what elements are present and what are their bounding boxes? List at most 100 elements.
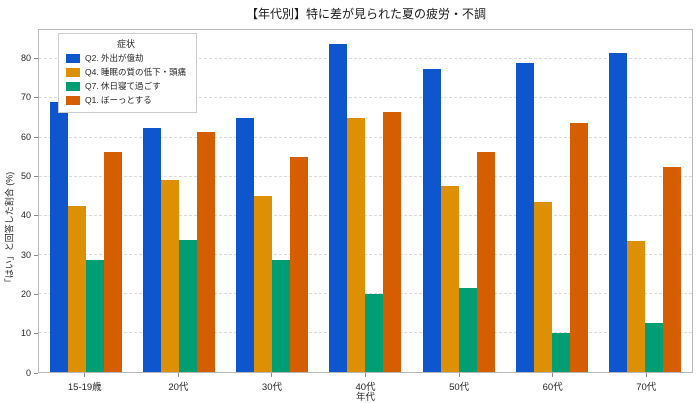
x-tick-mark xyxy=(552,373,554,377)
x-tick: 40代 xyxy=(319,373,413,393)
legend-item-label: Q2. 外出が億劫 xyxy=(85,53,144,63)
y-tick-label: 80 xyxy=(20,53,31,63)
y-tick-mark xyxy=(34,215,38,217)
x-tick-mark xyxy=(271,373,273,377)
y-tick-label: 10 xyxy=(20,328,31,339)
bar xyxy=(645,323,664,372)
legend-item: Q1. ぼーっとする xyxy=(66,94,186,106)
bar xyxy=(272,260,291,372)
bar xyxy=(516,63,535,372)
bar-group-60代 xyxy=(505,30,598,372)
legend-swatch xyxy=(66,95,80,105)
bar-group-30代 xyxy=(226,30,319,372)
y-tick-mark xyxy=(34,136,38,138)
y-tick-label: 0 xyxy=(25,367,31,378)
plot-area: 症状 Q2. 外出が億劫 Q4. 睡眠の質の低下・頭痛 Q7. 休日寝て過ごす Q1.… xyxy=(38,29,693,373)
bar xyxy=(663,166,682,372)
x-tick-mark xyxy=(645,373,647,377)
y-tick-mark xyxy=(34,293,38,295)
legend-items: Q2. 外出が億劫 Q4. 睡眠の質の低下・頭痛 Q7. 休日寝て過ごす Q1. ぼー… xyxy=(66,52,186,106)
bar xyxy=(103,151,122,372)
x-tick: 20代 xyxy=(132,373,226,393)
gridline xyxy=(39,253,692,255)
y-tick-mark xyxy=(34,254,38,256)
x-tick-label: 50代 xyxy=(449,382,470,393)
x-tick: 50代 xyxy=(412,373,506,393)
y-tick-label: 50 xyxy=(20,170,31,181)
legend-swatch xyxy=(66,81,80,91)
gridline xyxy=(39,175,692,177)
legend-item-label: Q7. 休日寝て過ごす xyxy=(85,81,161,91)
legend-swatch xyxy=(66,67,80,77)
x-tick-mark xyxy=(458,373,460,377)
gridline xyxy=(39,136,692,138)
y-tick-label: 40 xyxy=(20,210,31,221)
legend-item: Q2. 外出が億劫 xyxy=(66,52,186,64)
y-tick-mark xyxy=(34,58,38,59)
x-tick: 15-19歳 xyxy=(38,373,132,393)
x-tick-label: 70代 xyxy=(636,382,657,393)
bar xyxy=(440,186,459,372)
x-tick-label: 15-19歳 xyxy=(67,382,102,393)
bar xyxy=(383,112,402,372)
y-tick-mark xyxy=(34,97,38,99)
bar-group-15-19歳 xyxy=(39,30,132,372)
bar-group-20代 xyxy=(132,30,225,372)
y-tick-mark xyxy=(34,333,38,335)
bar xyxy=(365,293,384,372)
x-tick-mark xyxy=(177,373,179,377)
bar xyxy=(85,260,104,372)
bar-group-50代 xyxy=(412,30,505,372)
y-tick-mark xyxy=(34,175,38,177)
gridline xyxy=(39,97,692,99)
bar xyxy=(534,201,553,372)
legend-item: Q4. 睡眠の質の低下・頭痛 xyxy=(66,66,186,78)
x-tick-label: 20代 xyxy=(168,382,189,393)
bar xyxy=(609,53,628,372)
bar xyxy=(347,117,366,372)
legend: 症状 Q2. 外出が億劫 Q4. 睡眠の質の低下・頭痛 Q7. 休日寝て過ごす Q1.… xyxy=(58,33,198,113)
x-tick: 70代 xyxy=(599,373,693,393)
bar xyxy=(142,127,161,372)
y-axis-label: 「はい」と回答した割合 (%) xyxy=(4,171,15,288)
x-tick: 60代 xyxy=(506,373,600,393)
bar xyxy=(458,288,477,372)
bar xyxy=(476,151,495,372)
bar xyxy=(178,240,197,372)
bar xyxy=(160,180,179,372)
bar-group-40代 xyxy=(319,30,412,372)
y-tick-mark xyxy=(34,372,38,374)
legend-item-label: Q4. 睡眠の質の低下・頭痛 xyxy=(85,67,187,77)
x-tick-label: 30代 xyxy=(261,382,282,393)
y-axis: 「はい」と回答した割合 (%) 0 10 20 30 40 50 60 70 80 xyxy=(0,29,38,377)
legend-item: Q7. 休日寝て過ごす xyxy=(66,80,186,92)
bar xyxy=(552,332,571,372)
gridline xyxy=(39,58,692,60)
bar-group-70代 xyxy=(599,30,692,372)
bar xyxy=(627,241,646,372)
x-axis-label: 年代 xyxy=(355,392,375,403)
bar xyxy=(67,205,86,372)
bar xyxy=(290,157,309,372)
x-tick-mark xyxy=(365,373,367,377)
x-tick-label: 40代 xyxy=(355,382,376,393)
bar xyxy=(254,196,273,372)
bar xyxy=(570,122,589,372)
bar xyxy=(49,102,68,372)
bar xyxy=(422,69,441,372)
gridline xyxy=(39,292,692,294)
x-tick: 30代 xyxy=(225,373,319,393)
gridline xyxy=(39,214,692,216)
x-tick-label: 60代 xyxy=(542,382,563,393)
y-tick-label: 60 xyxy=(20,131,31,142)
bar xyxy=(329,43,348,372)
bar xyxy=(236,117,255,372)
legend-title: 症状 xyxy=(117,39,136,49)
legend-swatch xyxy=(66,53,80,63)
bar-groups xyxy=(39,30,692,372)
y-tick-label: 30 xyxy=(20,249,31,260)
legend-item-label: Q1. ぼーっとする xyxy=(85,95,152,105)
bar xyxy=(196,132,215,372)
